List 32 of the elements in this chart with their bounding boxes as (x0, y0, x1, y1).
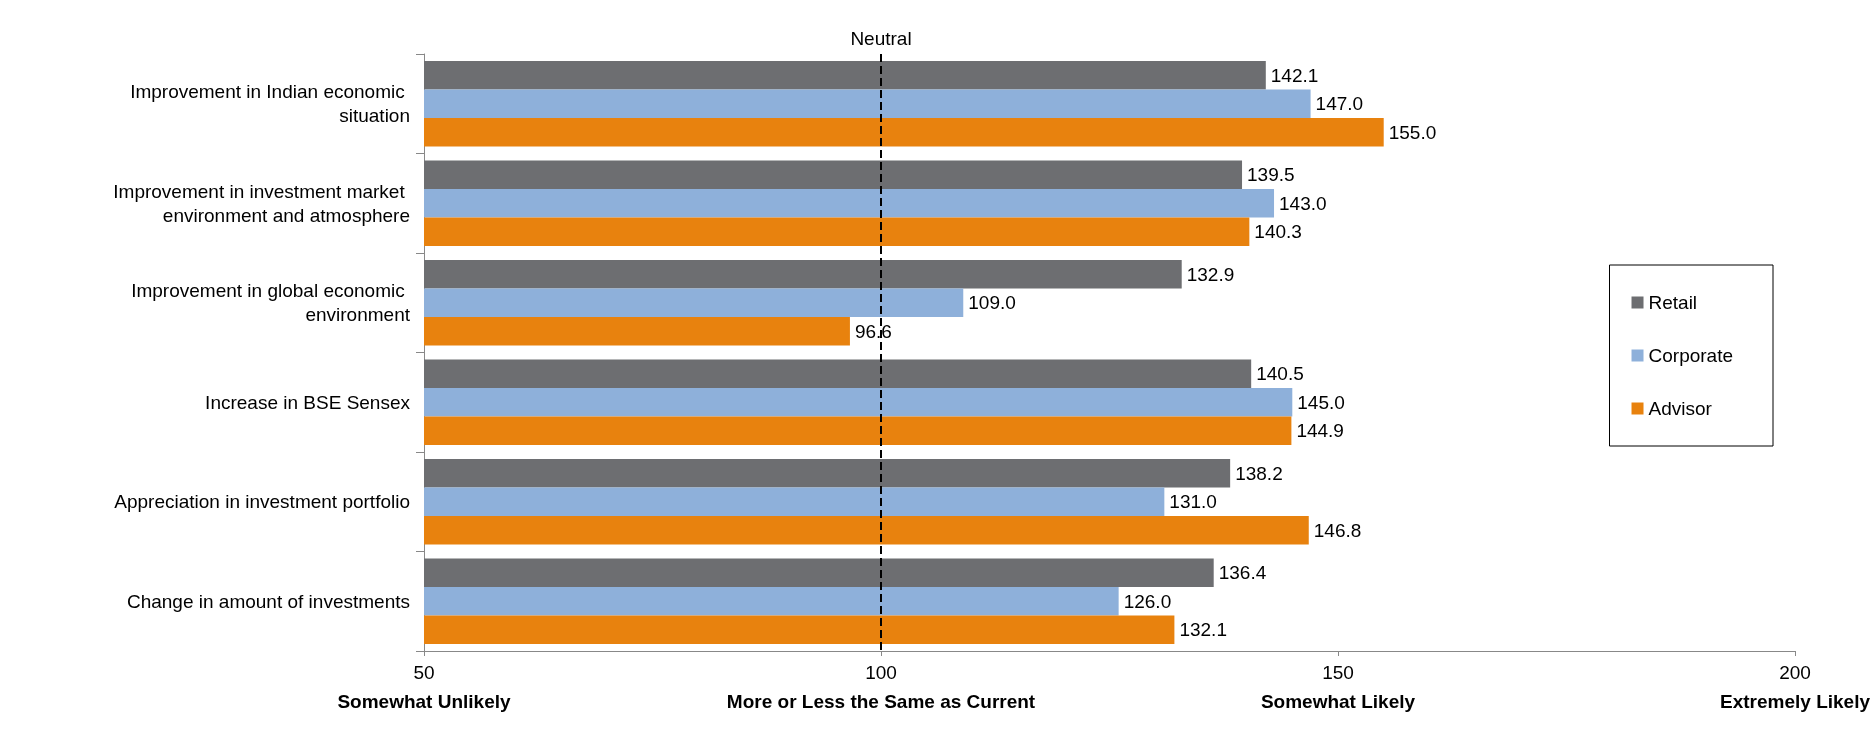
y-tick-label: Appreciation in investment portfolio (114, 491, 410, 513)
y-tick-label: Improvement in global economic environment (131, 280, 411, 326)
data-label: 140.5 (1256, 363, 1304, 385)
data-label: 126.0 (1123, 590, 1172, 612)
legend-label: Advisor (1648, 398, 1713, 419)
data-label: 136.4 (1218, 562, 1267, 584)
data-label: 132.1 (1179, 619, 1227, 641)
data-label: 144.9 (1296, 420, 1344, 442)
data-label: 140.3 (1254, 221, 1302, 243)
data-label: 139.5 (1247, 164, 1295, 186)
data-label: 132.9 (1186, 263, 1235, 285)
data-label: 131.0 (1169, 491, 1217, 513)
legend-label: Retail (1648, 292, 1698, 313)
data-label: 142.1 (1270, 64, 1319, 86)
ref-line-label: Neutral (850, 28, 912, 49)
y-tick-label: Increase in BSE Sensex (205, 391, 411, 413)
data-label: 96.6 (854, 320, 892, 342)
data-label: 143.0 (1279, 192, 1327, 214)
data-label: 109.0 (968, 292, 1016, 314)
legend-label: Corporate (1648, 345, 1734, 366)
data-label: 147.0 (1315, 93, 1364, 115)
x-tick-label: 50 Somewhat Unlikely (337, 661, 512, 712)
x-tick-label: 200 Extremely Likely (1720, 661, 1871, 712)
data-label: 146.8 (1313, 519, 1362, 541)
y-tick-label: Improvement in investment market environment and atmosphere (113, 180, 410, 226)
data-label: 138.2 (1235, 462, 1283, 484)
data-label: 155.0 (1388, 121, 1437, 143)
x-tick-label: 100 More or Less the Same as Current (726, 661, 1036, 712)
x-tick-label: 150 Somewhat Likely (1260, 661, 1416, 712)
data-label: 145.0 (1297, 391, 1345, 413)
y-tick-label: Change in amount of investments (126, 590, 410, 612)
y-tick-label: Improvement in Indian economic situation (130, 81, 410, 127)
